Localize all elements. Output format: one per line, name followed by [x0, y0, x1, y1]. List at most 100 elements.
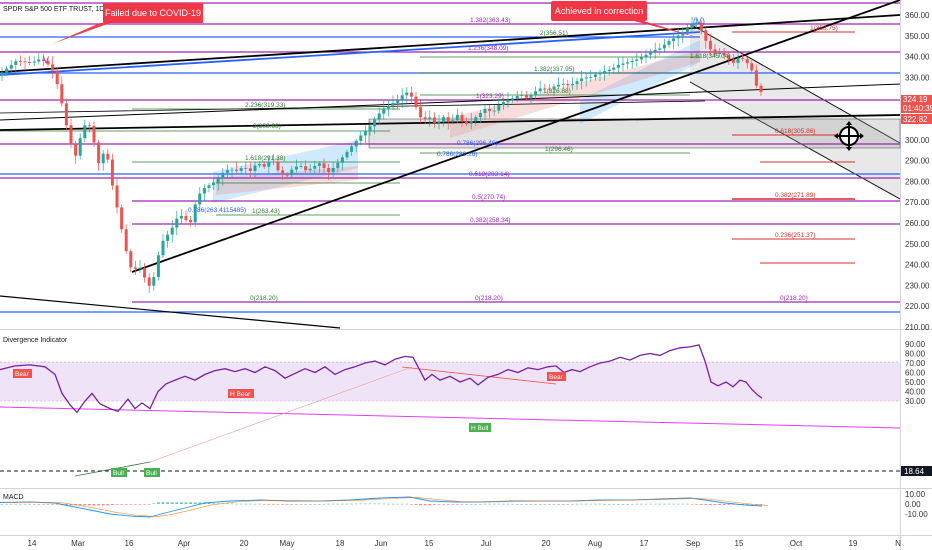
candle-body [718, 53, 722, 55]
macd-bar [566, 504, 570, 505]
bear-tag-2: Bear [547, 372, 566, 381]
macd-bar [584, 503, 588, 505]
fibonacci-labels: 1.382(363.43) 2(356.51) 1.236(348.09) 1.618… [188, 17, 838, 302]
candle-body [340, 157, 344, 163]
macd-bar [55, 504, 59, 505]
macd-bar [382, 503, 386, 505]
bear-tag-1-text: Bear [15, 371, 30, 378]
time-tick-8: 15 [425, 539, 434, 548]
macd-bar [396, 503, 399, 505]
candle-body [336, 162, 340, 168]
macd-bar [161, 502, 165, 504]
macd-bar [561, 504, 565, 505]
macd-bar [400, 503, 404, 505]
time-tick-16: 19 [849, 539, 858, 548]
macd-bar [469, 504, 473, 505]
candle-body [377, 113, 381, 120]
fib-label-l22: 0.618(305.86) [775, 128, 815, 135]
macd-bar [479, 503, 482, 505]
fib-label-l10: 1.618(291.38) [245, 155, 285, 162]
macd-bar [515, 503, 519, 505]
trend-line-4 [0, 295, 341, 329]
price-pane[interactable] [0, 0, 900, 329]
candle-body [248, 168, 252, 171]
candle-body [46, 60, 50, 65]
candle-body [483, 108, 487, 114]
macd-bar [626, 504, 629, 505]
candle-body [147, 277, 151, 286]
macd-bar [612, 504, 616, 505]
target-crosshair-icon[interactable] [834, 121, 864, 151]
trend-line-2 [0, 31, 701, 76]
candle-body [97, 142, 101, 164]
trend-line-6 [0, 100, 706, 114]
macd-bar [129, 504, 133, 505]
fib-label-l17: 0.382(258.34) [470, 217, 510, 224]
candle-body [189, 220, 193, 223]
candle-body [51, 64, 55, 71]
candle-body [685, 28, 689, 33]
candle-body [101, 153, 105, 164]
candle-body [9, 64, 13, 69]
time-tick-7: Jun [375, 539, 388, 548]
level-price-badge: 322.82 [901, 114, 932, 124]
wave-v-paren-label: (V) [693, 16, 705, 26]
time-axis[interactable]: 14 Mar 16 Apr 20 May 18 Jun 15 Jul 20 Aug 17 Sep 15 Oct… [28, 539, 902, 548]
macd-bar [226, 503, 229, 505]
macd-bar [65, 504, 68, 506]
candle-body [285, 174, 289, 176]
candle-body [446, 117, 450, 122]
price-tick-220: 220.00 [905, 302, 930, 311]
candle-body [419, 107, 423, 118]
fib-label-l24: 0.236(251.37) [775, 232, 815, 239]
candle-body [179, 215, 183, 219]
macd-bar [285, 504, 289, 505]
macd-bar [617, 504, 620, 505]
hbull-tag: H Bull [469, 423, 491, 432]
macd-bar [0, 503, 4, 505]
candle-body [552, 86, 556, 90]
candle-body [455, 114, 459, 121]
candle-body [672, 38, 676, 42]
covid-callout[interactable]: Failed due to COVID-19 [52, 3, 203, 44]
candle-body [198, 193, 202, 205]
candle-body [534, 91, 538, 95]
bull-tag-2: Bull [144, 468, 160, 477]
candle-body [156, 255, 160, 278]
time-tick-6: 18 [336, 539, 345, 548]
macd-bar [594, 503, 597, 505]
candle-body [695, 22, 699, 25]
candle-body [708, 40, 712, 50]
candle-body [414, 96, 418, 108]
candle-body [212, 182, 216, 186]
candle-body [621, 63, 625, 65]
candle-body [423, 117, 427, 120]
candle-body [363, 130, 367, 136]
candle-body [575, 81, 579, 84]
candle-body [69, 125, 73, 145]
macd-bar [189, 502, 192, 504]
macd-bar [32, 504, 36, 505]
macd-pane[interactable] [0, 489, 900, 535]
macd-bar [377, 503, 381, 505]
macd-bar [180, 502, 183, 504]
price-axis[interactable]: 210.00 220.00 230.00 240.00 250.00 260.00 270.… [905, 0, 930, 332]
osc-tick-60: 60.00 [905, 369, 926, 378]
achieved-callout[interactable]: Achieved in correction [551, 1, 700, 38]
macd-bar [253, 503, 257, 505]
fib-label-l7: 1(323.29) [476, 93, 504, 100]
candle-body [511, 98, 515, 100]
candle-body [612, 67, 616, 70]
macd-bar [5, 503, 8, 505]
candle-body [304, 166, 308, 171]
candle-body [345, 151, 349, 158]
macd-bar [492, 503, 496, 505]
macd-bar [502, 503, 505, 505]
macd-bar [272, 504, 275, 505]
macd-bar [640, 503, 643, 505]
candle-body [442, 117, 446, 123]
candle-body [584, 77, 588, 79]
